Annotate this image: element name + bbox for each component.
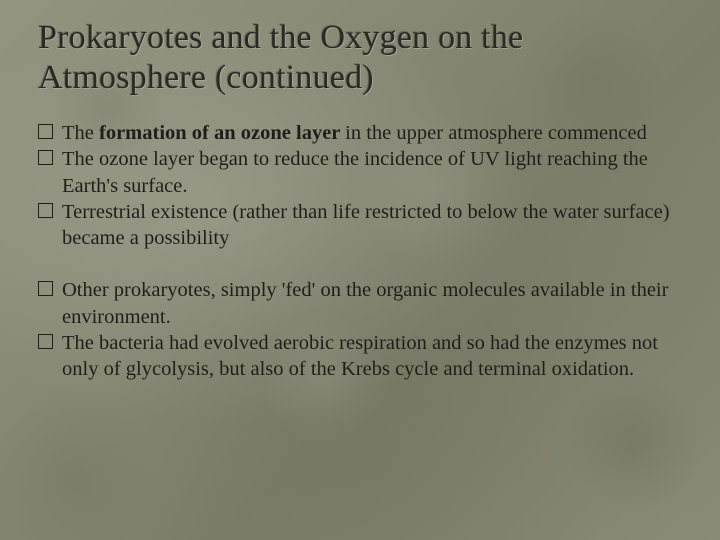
- bullet-group-1: The formation of an ozone layer in the u…: [38, 120, 682, 251]
- bullet-text: Other prokaryotes, simply 'fed' on the o…: [62, 279, 668, 327]
- bullet-box-icon: [38, 334, 53, 349]
- bullet-text: Terrestrial existence (rather than life …: [62, 201, 670, 249]
- bullet-group-2: Other prokaryotes, simply 'fed' on the o…: [38, 277, 682, 382]
- bullet-text: The ozone layer began to reduce the inci…: [62, 148, 648, 196]
- bullet-box-icon: [38, 124, 53, 139]
- paragraph-gap: [38, 251, 682, 277]
- slide-title: Prokaryotes and the Oxygen on the Atmosp…: [38, 18, 682, 98]
- bullet-item: The ozone layer began to reduce the inci…: [38, 146, 682, 198]
- bullet-item: The formation of an ozone layer in the u…: [38, 120, 682, 146]
- bullet-text-post: in the upper atmosphere commenced: [345, 122, 647, 144]
- bullet-text: The bacteria had evolved aerobic respira…: [62, 332, 658, 380]
- bullet-item: Other prokaryotes, simply 'fed' on the o…: [38, 277, 682, 329]
- bullet-text-pre: The: [62, 122, 99, 144]
- slide: Prokaryotes and the Oxygen on the Atmosp…: [0, 0, 720, 540]
- bullet-box-icon: [38, 203, 53, 218]
- bullet-box-icon: [38, 150, 53, 165]
- bullet-item: Terrestrial existence (rather than life …: [38, 199, 682, 251]
- bullet-item: The bacteria had evolved aerobic respira…: [38, 330, 682, 382]
- bullet-text-bold: formation of an ozone layer: [99, 122, 345, 144]
- bullet-box-icon: [38, 281, 53, 296]
